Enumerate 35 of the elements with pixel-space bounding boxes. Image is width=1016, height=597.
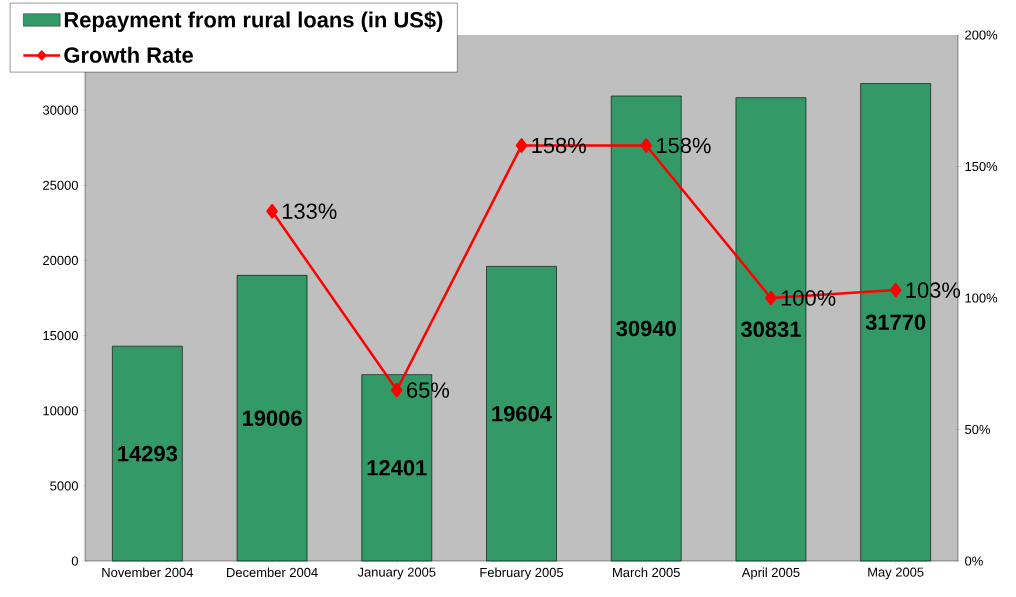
y-tick-label: 0 xyxy=(71,556,78,566)
y-tick-label: 20000 xyxy=(43,255,78,266)
point xyxy=(515,138,528,153)
y-tick-label: 15000 xyxy=(43,330,78,341)
y2-tick-label: 150% xyxy=(965,161,998,172)
data-label: 31770 xyxy=(865,314,926,331)
data-label: 19604 xyxy=(492,405,552,422)
data-label: 133% xyxy=(282,203,337,219)
x-tick-label: November 2004 xyxy=(102,567,194,578)
x-tick-label: January 2005 xyxy=(357,567,436,580)
point xyxy=(765,290,777,306)
data-label: 30940 xyxy=(616,320,676,337)
legend-label: Growth Rate xyxy=(64,46,193,63)
data-label: 14293 xyxy=(118,445,178,462)
y-tick-label: 30000 xyxy=(42,105,78,115)
point xyxy=(391,382,403,398)
y2-tick-label: 50% xyxy=(965,424,990,435)
x-tick-label: December 2004 xyxy=(227,567,318,578)
x-tick-label: May 2005 xyxy=(868,567,924,580)
x-tick-label: April 2005 xyxy=(741,567,800,580)
y2-tick-label: 200% xyxy=(965,30,998,40)
y-tick-label: 25000 xyxy=(43,180,78,190)
data-label: 12401 xyxy=(367,460,427,476)
point xyxy=(889,282,902,298)
point xyxy=(640,138,652,153)
y2-tick-label: 100% xyxy=(965,293,998,303)
x-tick-label: March 2005 xyxy=(613,567,680,578)
data-label: 30831 xyxy=(740,321,801,338)
y-tick-label: 5000 xyxy=(50,481,78,491)
x-tick-label: February 2005 xyxy=(480,567,564,580)
point xyxy=(266,203,278,219)
y2-tick-label: 0% xyxy=(965,556,983,566)
data-label: 19006 xyxy=(242,410,302,426)
y-tick-label: 10000 xyxy=(43,406,78,416)
legend-label: Repayment from rural loans (in US$) xyxy=(64,11,443,32)
